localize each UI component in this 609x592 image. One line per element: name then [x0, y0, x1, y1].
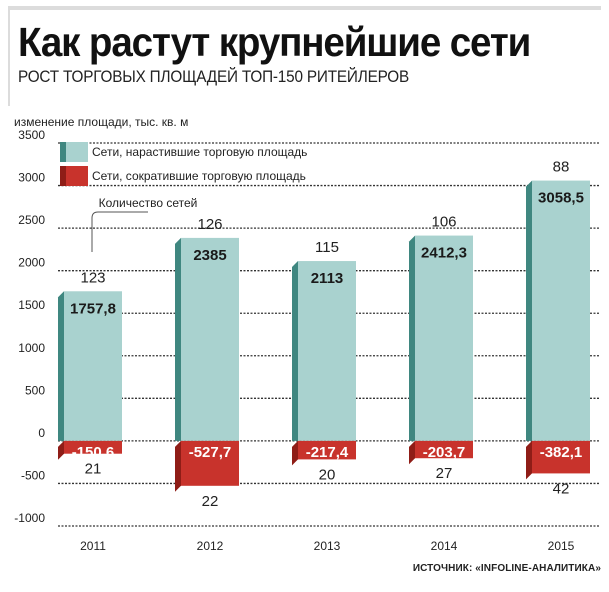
count-label-shrink-2015: 42 — [553, 480, 570, 497]
bar-grow-2014 — [415, 235, 473, 441]
x-tick-label: 2012 — [197, 539, 224, 553]
bar-grow-2015 — [532, 180, 590, 441]
bar-grow-2013 — [298, 261, 356, 441]
bar-grow-2012 — [181, 237, 239, 441]
value-label-grow-2014: 2412,3 — [421, 245, 467, 262]
annotation-connector — [91, 211, 148, 252]
value-label-shrink-2012: -527,7 — [189, 444, 232, 461]
value-label-shrink-2013: -217,4 — [306, 444, 349, 461]
bar-grow-side-2012 — [175, 237, 181, 441]
bar-shrink-side-2014 — [409, 440, 415, 465]
count-label-grow-2014: 106 — [431, 214, 456, 231]
count-label-grow-2013: 115 — [315, 239, 339, 256]
y-tick-label: 1500 — [18, 298, 45, 312]
x-tick-label: 2014 — [431, 539, 458, 553]
value-label-shrink-2014: -203,7 — [423, 444, 466, 461]
count-label-shrink-2012: 22 — [202, 493, 219, 510]
count-label-shrink-2013: 20 — [319, 466, 336, 483]
y-tick-label: 2500 — [18, 213, 45, 227]
bar-shrink-2013 — [298, 440, 356, 460]
bar-shrink-2012 — [181, 440, 239, 486]
count-label-grow-2011: 123 — [80, 269, 105, 286]
count-label-shrink-2011: 21 — [85, 461, 102, 478]
y-tick-label: 3500 — [18, 128, 45, 142]
value-label-grow-2012: 2385 — [193, 247, 226, 264]
y-tick-label: -500 — [21, 468, 45, 482]
y-tick-label: -1000 — [14, 511, 45, 525]
legend-swatch-shrink — [60, 166, 88, 186]
annotation-label: Количество сетей — [99, 196, 198, 210]
y-tick-label: 2000 — [18, 256, 45, 270]
legend-label-grow: Сети, нарастившие торговую площадь — [90, 145, 310, 159]
legend-swatch-grow — [60, 142, 88, 162]
bar-shrink-side-2011 — [58, 440, 64, 460]
value-label-grow-2013: 2113 — [311, 270, 344, 287]
y-axis-label: изменение площади, тыс. кв. м — [14, 115, 189, 129]
y-tick-label: 3000 — [18, 171, 45, 185]
y-tick-label: 1000 — [18, 341, 45, 355]
x-tick-label: 2013 — [314, 539, 341, 553]
bar-shrink-side-2013 — [292, 440, 298, 466]
bar-grow-side-2011 — [58, 291, 64, 441]
bar-shrink-side-2015 — [526, 440, 532, 480]
x-tick-label: 2015 — [548, 539, 575, 553]
count-label-grow-2012: 126 — [197, 216, 222, 233]
bar-shrink-side-2012 — [175, 440, 181, 492]
value-label-grow-2011: 1757,8 — [70, 300, 116, 317]
bar-grow-side-2013 — [292, 261, 298, 441]
header-frame-top — [8, 6, 601, 10]
value-label-grow-2015: 3058,5 — [538, 190, 584, 207]
bar-grow-side-2014 — [409, 235, 415, 441]
chart-subtitle: РОСТ ТОРГОВЫХ ПЛОЩАДЕЙ ТОП-150 РИТЕЙЛЕРО… — [18, 67, 410, 86]
count-label-shrink-2014: 27 — [436, 465, 453, 482]
legend-label-shrink: Сети, сократившие торговую площадь — [90, 169, 308, 183]
count-label-grow-2015: 88 — [553, 159, 570, 176]
bar-grow-2011 — [64, 291, 122, 441]
bar-shrink-2015 — [532, 440, 590, 474]
value-label-shrink-2011: -150,6 — [72, 444, 115, 461]
y-tick-label: 500 — [25, 383, 45, 397]
y-tick-label: 0 — [38, 426, 45, 440]
value-label-shrink-2015: -382,1 — [540, 444, 583, 461]
source-note: ИСТОЧНИК: «INFOLINE-АНАЛИТИКА» — [412, 563, 601, 574]
header-frame-left — [8, 6, 10, 106]
chart-title: Как растут крупнейшие сети — [18, 19, 531, 65]
bar-grow-side-2015 — [526, 180, 532, 441]
x-tick-label: 2011 — [80, 539, 106, 553]
bar-shrink-2014 — [415, 440, 473, 459]
bar-shrink-2011 — [64, 440, 122, 454]
